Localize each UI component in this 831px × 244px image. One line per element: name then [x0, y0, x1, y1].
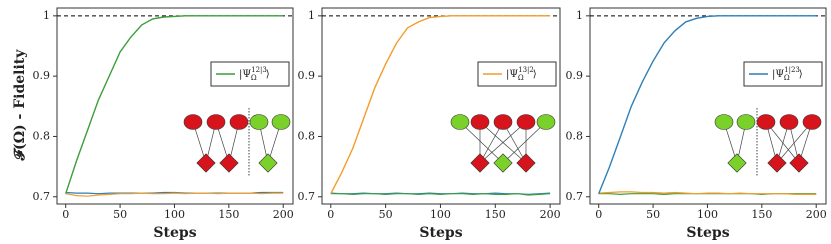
- y-tick-label: 0.9: [566, 69, 584, 82]
- y-axis-label: 𝓕(Ω) - Fidelity: [12, 49, 28, 162]
- diagram-node: [493, 114, 513, 130]
- series-line: [598, 15, 817, 194]
- diagram-diamond: [493, 153, 513, 173]
- diagram-edge: [459, 121, 504, 164]
- diagram-node: [206, 114, 226, 130]
- legend-base: |Ψ: [239, 69, 251, 80]
- diagram-diamond: [516, 153, 536, 173]
- diagram-node: [516, 114, 536, 130]
- x-tick-label: 50: [646, 208, 660, 221]
- diagram-edge: [765, 121, 800, 164]
- y-tick-label: 1: [576, 9, 583, 22]
- series-line: [330, 193, 551, 196]
- diagram-node: [779, 114, 799, 130]
- y-tick-label: 0.9: [298, 69, 316, 82]
- legend-label: |Ψ13|2 Ω ⟩: [506, 66, 537, 82]
- diagram-diamond: [789, 153, 809, 173]
- x-tick-label: 0: [595, 208, 602, 221]
- x-tick-label: 200: [273, 208, 294, 221]
- legend-sup: 13|2: [518, 66, 534, 74]
- plot-frame: [589, 7, 827, 205]
- diagram-node: [736, 114, 756, 130]
- y-tick-label: 0.7: [298, 190, 316, 203]
- diagram-node: [249, 114, 269, 130]
- legend-sub: Ω: [251, 74, 257, 82]
- plot-frame: [321, 7, 561, 205]
- y-tick-label: 0.8: [298, 129, 316, 142]
- diagram-node: [470, 114, 490, 130]
- diagram-diamond: [258, 153, 278, 173]
- legend-label: |Ψ1|23 Ω ⟩: [772, 66, 803, 82]
- series-line: [65, 192, 284, 197]
- diagram-edge: [479, 121, 527, 164]
- x-tick-label: 150: [218, 208, 239, 221]
- diagram-diamond: [470, 153, 490, 173]
- diagram-edge: [776, 121, 813, 164]
- x-tick-label: 200: [540, 208, 561, 221]
- diagram-node: [714, 114, 734, 130]
- diagram-node: [756, 114, 776, 130]
- x-tick-label: 150: [751, 208, 772, 221]
- legend-base: |Ψ: [506, 69, 518, 80]
- legend-sup: 12|3: [251, 66, 267, 74]
- y-tick-label: 0.8: [33, 129, 51, 142]
- diagram-node: [536, 114, 556, 130]
- x-tick-label: 0: [327, 208, 334, 221]
- legend-sub: Ω: [518, 74, 524, 82]
- diagram-node: [271, 114, 291, 130]
- diagram-diamond: [767, 153, 787, 173]
- diagram-node: [183, 114, 203, 130]
- legend-sub: Ω: [784, 74, 790, 82]
- diagram-edge: [502, 121, 547, 164]
- x-tick-label: 200: [806, 208, 827, 221]
- x-tick-label: 100: [697, 208, 718, 221]
- x-axis-label: Steps: [153, 225, 196, 241]
- x-tick-label: 150: [485, 208, 506, 221]
- series-line: [598, 191, 817, 195]
- legend-end: ⟩: [799, 69, 803, 80]
- legend-sup: 1|23: [784, 66, 800, 74]
- x-tick-label: 0: [62, 208, 69, 221]
- x-tick-label: 100: [430, 208, 451, 221]
- legend-end: ⟩: [533, 69, 537, 80]
- x-tick-label: 50: [379, 208, 393, 221]
- x-tick-label: 100: [164, 208, 185, 221]
- y-tick-label: 0.7: [566, 190, 584, 203]
- y-tick-label: 0.8: [566, 129, 584, 142]
- diagram-node: [802, 114, 822, 130]
- y-tick-label: 0.7: [33, 190, 51, 203]
- x-tick-label: 50: [113, 208, 127, 221]
- diagram-diamond: [219, 153, 239, 173]
- y-tick-label: 0.9: [33, 69, 51, 82]
- diagram-diamond: [196, 153, 216, 173]
- series-line: [330, 15, 551, 195]
- x-axis-label: Steps: [686, 225, 729, 241]
- x-axis-label: Steps: [419, 225, 462, 241]
- y-tick-label: 1: [308, 9, 315, 22]
- diagram-diamond: [727, 153, 747, 173]
- y-tick-label: 1: [43, 9, 50, 22]
- diagram-node: [229, 114, 249, 130]
- legend-base: |Ψ: [772, 69, 784, 80]
- legend-end: ⟩: [266, 69, 270, 80]
- legend-label: |Ψ12|3 Ω ⟩: [239, 66, 270, 82]
- series-line: [65, 15, 284, 194]
- diagram-node: [450, 114, 470, 130]
- plot-frame: [56, 7, 294, 205]
